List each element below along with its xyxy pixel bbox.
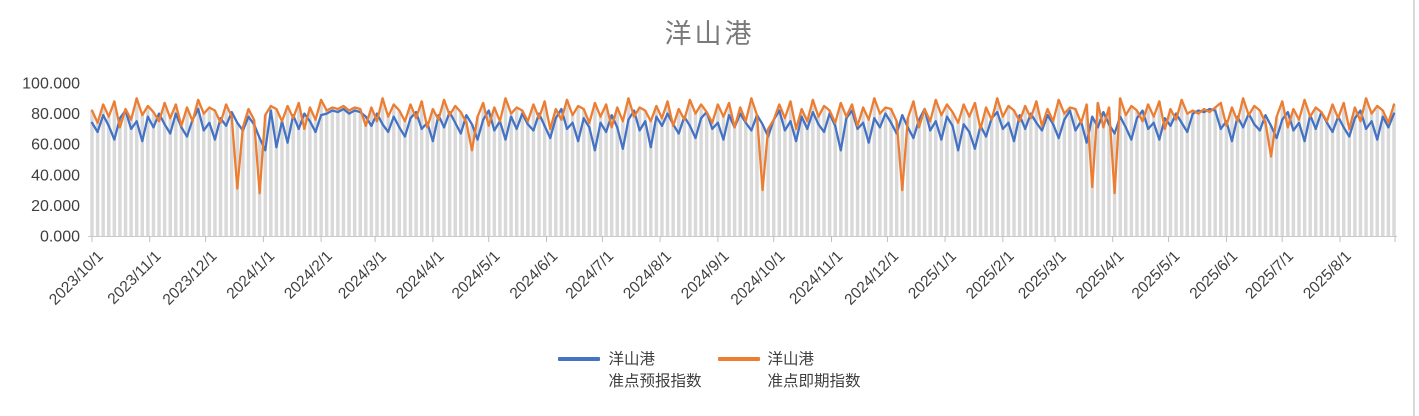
y-axis-labels: 0.000 20.000 40.000 60.000 80.000 100.000: [22, 76, 80, 246]
legend-item-forecast-index: 洋山港 准点预报指数: [558, 349, 702, 392]
legend-label-forecast-line2: 准点预报指数: [608, 372, 702, 390]
legend-label-spot-line2: 准点即期指数: [767, 372, 861, 390]
svg-text:2024/1/1: 2024/1/1: [224, 248, 279, 303]
svg-text:2023/10/1: 2023/10/1: [46, 248, 107, 309]
chart-title: 洋山港: [664, 19, 755, 49]
svg-text:2024/10/1: 2024/10/1: [728, 248, 789, 309]
svg-text:40.000: 40.000: [31, 167, 80, 184]
svg-text:2024/9/1: 2024/9/1: [678, 248, 733, 303]
svg-text:2024/2/1: 2024/2/1: [281, 248, 336, 303]
legend-line-forecast: [558, 357, 601, 361]
svg-text:2024/5/1: 2024/5/1: [449, 248, 504, 303]
svg-text:2024/4/1: 2024/4/1: [393, 248, 448, 303]
svg-text:2023/11/1: 2023/11/1: [105, 248, 165, 308]
legend-line-spot: [717, 357, 760, 361]
plot-canvas: 0.000 20.000 40.000 60.000 80.000 100.000 2023…: [22, 76, 1397, 309]
svg-text:2023/12/1: 2023/12/1: [160, 248, 221, 309]
svg-text:2024/11/1: 2024/11/1: [786, 248, 846, 308]
right-pane-border: [1413, 0, 1415, 416]
svg-text:2024/3/1: 2024/3/1: [335, 248, 390, 303]
svg-text:2025/7/1: 2025/7/1: [1242, 248, 1297, 303]
svg-text:2025/4/1: 2025/4/1: [1073, 248, 1128, 303]
svg-text:2025/5/1: 2025/5/1: [1129, 248, 1184, 303]
svg-text:2024/8/1: 2024/8/1: [620, 248, 675, 303]
x-axis-ticks: [91, 236, 1396, 242]
svg-text:2025/1/1: 2025/1/1: [905, 248, 960, 303]
legend-item-spot-index: 洋山港 准点即期指数: [717, 349, 861, 392]
svg-text:60.000: 60.000: [31, 137, 80, 154]
legend-label-forecast: 洋山港 准点预报指数: [608, 349, 701, 392]
svg-text:2025/3/1: 2025/3/1: [1015, 248, 1070, 303]
svg-text:2025/6/1: 2025/6/1: [1187, 248, 1242, 303]
legend-label-spot: 洋山港 准点即期指数: [768, 349, 861, 392]
legend: 洋山港 准点预报指数 洋山港 准点即期指数: [0, 349, 1419, 392]
svg-text:20.000: 20.000: [31, 198, 80, 215]
svg-text:100.000: 100.000: [22, 76, 80, 93]
drop-line-bars: [90, 98, 1396, 236]
svg-text:2024/6/1: 2024/6/1: [507, 248, 562, 303]
svg-text:2025/8/1: 2025/8/1: [1300, 248, 1355, 303]
svg-text:2024/7/1: 2024/7/1: [563, 248, 618, 303]
svg-text:2024/12/1: 2024/12/1: [841, 248, 902, 309]
svg-text:2025/2/1: 2025/2/1: [963, 248, 1018, 303]
svg-text:0.000: 0.000: [40, 229, 80, 246]
svg-text:80.000: 80.000: [31, 106, 80, 123]
legend-label-forecast-line1: 洋山港: [608, 351, 655, 368]
series-line-spot: [90, 97, 1396, 195]
legend-label-spot-line1: 洋山港: [767, 351, 815, 368]
